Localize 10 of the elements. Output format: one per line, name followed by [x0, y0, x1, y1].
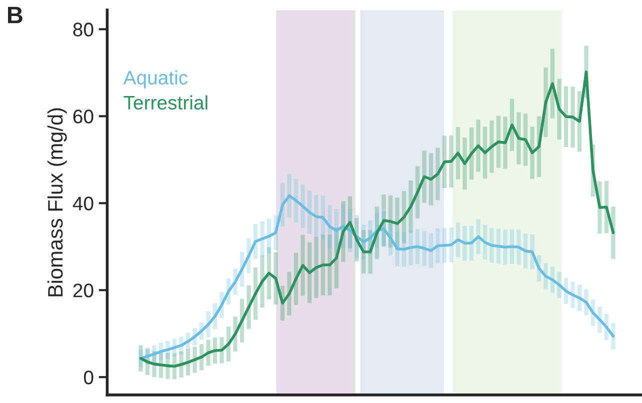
- y-tick-label: 0: [84, 370, 94, 384]
- y-tick-label: 40: [72, 196, 94, 210]
- chart-title: B: [8, 6, 22, 24]
- text: Terrestrial: [124, 95, 208, 110]
- text: Aquatic: [123, 70, 188, 88]
- y-tick-label: 20: [73, 284, 94, 298]
- line-series: [139, 194, 615, 360]
- y-axis-title: Biomass Flux (mg/d): [47, 108, 67, 296]
- y-tick-label: 80: [73, 22, 94, 36]
- y-tick-label: 60: [73, 110, 94, 124]
